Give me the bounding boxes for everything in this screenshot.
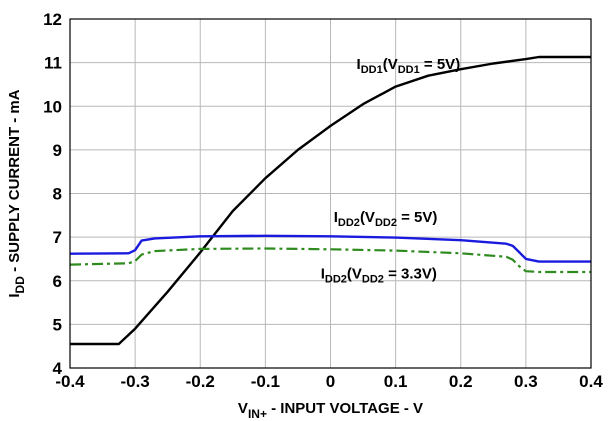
y-tick-labels: 4 5 6 7 8 9 10 11 12 <box>43 10 62 378</box>
x-tick-label: 0.3 <box>514 372 538 391</box>
series-line-3 <box>69 247 591 274</box>
y-tick-label: 8 <box>53 185 62 204</box>
x-tick-label: 0.1 <box>384 372 408 391</box>
series-annotation-3: IDD2(VDD2 = 3.3V) <box>321 266 437 286</box>
y-tick-label: 11 <box>44 54 62 73</box>
series-lines <box>69 55 591 346</box>
series-line-2 <box>69 234 591 263</box>
y-tick-label: 5 <box>53 315 62 334</box>
x-tick-label: 0.4 <box>579 372 603 391</box>
y-tick-label: 4 <box>53 359 63 378</box>
plot-frame <box>69 18 592 369</box>
x-tick-label: 0 <box>326 372 335 391</box>
y-tick-label: 10 <box>43 97 62 116</box>
x-tick-label: 0.2 <box>449 372 473 391</box>
series-line-1 <box>70 55 591 346</box>
x-tick-labels: -0.4 -0.3 -0.2 -0.1 0 0.1 0.2 0.3 0.4 <box>55 372 603 391</box>
series-annotation-1: IDD1(VDD1 = 5V) <box>357 56 461 76</box>
y-tick-label: 12 <box>43 10 62 29</box>
y-tick-label: 6 <box>53 272 62 291</box>
y-tick-label: 7 <box>53 228 62 247</box>
series-annotations: IDD1(VDD1 = 5V) IDD2(VDD2 = 5V) IDD2(VDD2 … <box>321 56 460 285</box>
x-tick-label: -0.3 <box>120 372 149 391</box>
x-axis-title: VIN+ - INPUT VOLTAGE - V <box>238 400 423 421</box>
x-tick-label: -0.1 <box>251 372 280 391</box>
x-tick-label: -0.4 <box>55 372 85 391</box>
series-annotation-2: IDD2(VDD2 = 5V) <box>334 209 438 229</box>
y-axis-title: IDD - SUPPLY CURRENT - mA <box>6 89 27 297</box>
y-tick-label: 9 <box>53 141 62 160</box>
x-tick-label: -0.2 <box>186 372 215 391</box>
